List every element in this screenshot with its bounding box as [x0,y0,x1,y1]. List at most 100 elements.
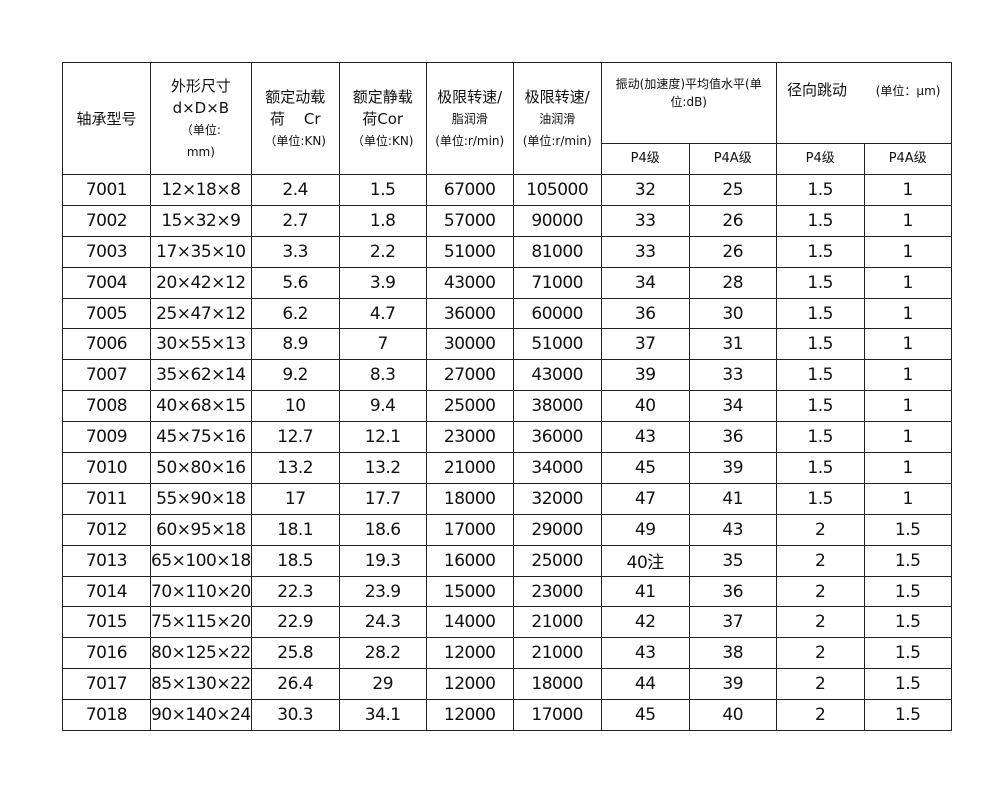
header-runout-label: 径向跳动 [786,81,847,99]
cell-speed-grease: 27000 [425,359,514,392]
cell-runout-p4a: 1.5 [863,637,952,670]
header-line: (单位:r/min) [435,133,505,148]
header-speed-oil: 极限转速/ 油润滑 (单位:r/min) [512,62,602,175]
cell-speed-grease: 43000 [425,266,514,299]
cell-vibration-p4a: 35 [688,544,777,577]
cell-runout-p4a: 1 [863,297,952,330]
cell-static-load: 29 [338,668,427,701]
cell-dynamic-load: 2.4 [250,174,340,206]
cell-dynamic-load: 18.5 [250,544,340,577]
cell-runout-p4a: 1 [863,204,952,237]
cell-dynamic-load: 13.2 [250,452,340,484]
cell-size: 20×42×12 [150,266,252,299]
cell-dynamic-load: 22.9 [250,606,340,639]
cell-speed-oil: 29000 [512,513,602,546]
cell-speed-grease: 16000 [425,544,514,577]
cell-size: 70×110×20 [150,575,252,608]
cell-model: 7003 [62,235,151,268]
cell-runout-p4: 1.5 [775,204,865,237]
cell-speed-oil: 21000 [512,637,602,670]
cell-model: 7013 [62,544,151,577]
cell-runout-p4: 1.5 [775,174,865,206]
table-row: 7003 17×35×10 3.3 2.2 51000 81000 33 26 1.5 1 [62,235,952,268]
cell-speed-oil: 43000 [512,359,602,392]
header-runout-p4a: P4A级 [863,143,952,175]
table-body: 7001 12×18×8 2.4 1.5 67000 105000 32 25 1.5 1 7002… [62,174,952,732]
table-row: 7011 55×90×18 17 17.7 18000 32000 47 41 1.5 1 [62,482,952,515]
cell-vibration-p4a: 33 [688,359,777,392]
cell-runout-p4: 1.5 [775,390,865,423]
table-row: 7002 15×32×9 2.7 1.8 57000 90000 33 26 1.5 1 [62,204,952,237]
cell-speed-oil: 51000 [512,328,602,361]
cell-runout-p4: 1.5 [775,359,865,392]
cell-static-load: 1.5 [338,174,427,206]
cell-size: 65×100×18 [150,544,252,577]
cell-vibration-p4: 40注 [600,544,690,577]
table-row: 7001 12×18×8 2.4 1.5 67000 105000 32 25 1.5 1 [62,174,952,206]
cell-size: 50×80×16 [150,452,252,484]
header-line: 油润滑 [539,111,576,126]
cell-model: 7012 [62,513,151,546]
cell-size: 90×140×24 [150,699,252,732]
cell-runout-p4a: 1.5 [863,575,952,608]
cell-speed-oil: 18000 [512,668,602,701]
cell-vibration-p4a: 40 [688,699,777,732]
cell-vibration-p4: 40 [600,390,690,423]
cell-vibration-p4a: 25 [688,174,777,206]
header-vibration: 振动(加速度)平均值水平(单位:dB) [600,62,777,144]
cell-runout-p4a: 1 [863,328,952,361]
cell-speed-grease: 17000 [425,513,514,546]
table-row: 7015 75×115×20 22.9 24.3 14000 21000 42 37 2 1.5 [62,606,952,639]
cell-static-load: 7 [338,328,427,361]
cell-speed-oil: 25000 [512,544,602,577]
cell-size: 75×115×20 [150,606,252,639]
cell-runout-p4a: 1.5 [863,668,952,701]
cell-vibration-p4a: 41 [688,482,777,515]
cell-vibration-p4a: 36 [688,575,777,608]
header-size-line: （单位: [180,122,221,137]
cell-speed-grease: 12000 [425,668,514,701]
cell-vibration-p4: 39 [600,359,690,392]
cell-vibration-p4a: 39 [688,668,777,701]
cell-runout-p4: 1.5 [775,328,865,361]
cell-speed-grease: 23000 [425,421,514,454]
header-line: 极限转速/ [437,87,503,106]
header-speed-grease: 极限转速/ 脂润滑 (单位:r/min) [425,62,514,175]
cell-dynamic-load: 9.2 [250,359,340,392]
header-vibration-p4: P4级 [600,143,690,175]
cell-runout-p4: 2 [775,637,865,670]
header-line: (单位:r/min) [522,133,592,148]
cell-size: 35×62×14 [150,359,252,392]
cell-model: 7010 [62,452,151,484]
cell-dynamic-load: 2.7 [250,204,340,237]
cell-runout-p4: 2 [775,513,865,546]
cell-runout-p4: 2 [775,699,865,732]
table-row: 7004 20×42×12 5.6 3.9 43000 71000 34 28 1.5 1 [62,266,952,299]
cell-speed-oil: 71000 [512,266,602,299]
cell-vibration-p4a: 37 [688,606,777,639]
cell-dynamic-load: 18.1 [250,513,340,546]
cell-vibration-p4a: 31 [688,328,777,361]
cell-vibration-p4: 32 [600,174,690,206]
cell-speed-grease: 15000 [425,575,514,608]
cell-speed-oil: 23000 [512,575,602,608]
header-runout-p4: P4级 [775,143,865,175]
header-size-line: d×D×B [172,98,230,117]
cell-speed-oil: 36000 [512,421,602,454]
cell-size: 45×75×16 [150,421,252,454]
cell-vibration-p4: 45 [600,699,690,732]
cell-speed-oil: 34000 [512,452,602,484]
header-size-line: 外形尺寸 [170,76,231,95]
cell-runout-p4a: 1 [863,266,952,299]
header-line: （单位:KN) [264,133,326,148]
cell-vibration-p4: 37 [600,328,690,361]
cell-size: 25×47×12 [150,297,252,330]
cell-speed-grease: 25000 [425,390,514,423]
cell-vibration-p4: 42 [600,606,690,639]
cell-model: 7006 [62,328,151,361]
cell-vibration-p4a: 26 [688,235,777,268]
cell-runout-p4: 2 [775,606,865,639]
cell-speed-grease: 30000 [425,328,514,361]
cell-static-load: 24.3 [338,606,427,639]
cell-model: 7007 [62,359,151,392]
